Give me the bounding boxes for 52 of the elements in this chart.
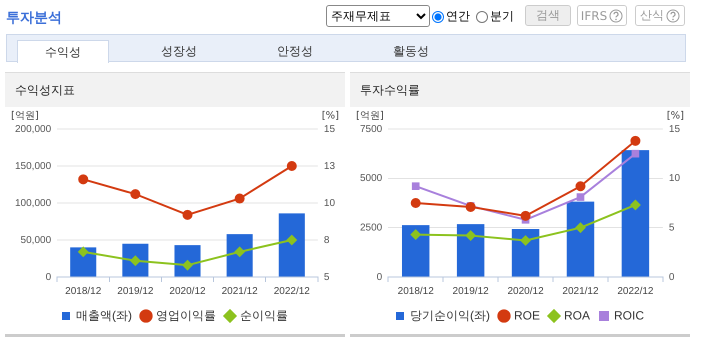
text: 주재무제표 [326,5,430,27]
legend-label: 당기순이익(좌) [410,308,490,322]
x-tick-label: 2021/12 [562,286,599,297]
legend-label: 매출액(좌) [76,308,132,322]
x-tick-label: 2018/12 [398,286,434,297]
y2-axis-title: [%] [322,110,340,122]
y2-tick-label: 0 [668,272,675,283]
y2-tick-label: 15 [324,124,336,135]
x-tick-label: 2019/12 [452,286,490,297]
legend-label: ROA [564,308,590,322]
text: 안정성 [276,43,314,60]
y-tick-label: 150,000 [14,160,52,172]
y-tick-label: 0 [376,272,383,283]
y2-tick-label: 10 [324,198,336,209]
y2-tick-label: 5 [668,222,675,234]
text: 분기 [489,8,514,25]
y-tick-label: 50,000 [20,234,52,246]
text: 연간 [445,8,470,25]
legend-label: ROIC [614,308,644,322]
y-tick-label: 7500 [360,124,383,135]
text: 산식 [635,5,685,26]
chart-title: 수익성지표 [5,72,345,107]
chart-title: 투자수익률 [350,72,690,107]
y-tick-label: 200,000 [14,124,52,135]
x-tick-label: 2019/12 [117,286,154,297]
y-tick-label: 100,000 [14,198,52,209]
legend-label: 영업이익률 [156,308,216,322]
x-tick-label: 2020/12 [507,286,544,297]
legend-label: ROE [514,308,540,322]
y2-tick-label: 8 [324,234,330,246]
y2-axis-title: [%] [666,110,684,122]
x-tick-label: 2022/12 [274,286,310,297]
x-tick-label: 2022/12 [617,286,654,297]
y-tick-label: 0 [46,272,52,283]
text: 투자분석 [6,9,62,27]
y2-tick-label: 15 [668,124,680,135]
legend-label: 순이익률 [240,308,288,322]
text: 수익성 [17,40,109,63]
y-tick-label: 2500 [360,222,383,234]
text: IFRS [577,5,627,26]
x-tick-label: 2018/12 [65,286,102,297]
text: 성장성 [160,43,198,60]
x-tick-label: 2021/12 [222,286,258,297]
y2-tick-label: 5 [324,272,330,283]
y2-tick-label: 13 [324,160,336,172]
text: 활동성 [392,43,430,60]
y-axis-title: [억원] [356,110,384,122]
x-tick-label: 2020/12 [169,286,206,297]
text: 검색 [525,5,571,26]
y-axis-title: [억원] [11,110,39,122]
y-tick-label: 5000 [360,173,383,184]
y2-tick-label: 10 [668,173,680,184]
